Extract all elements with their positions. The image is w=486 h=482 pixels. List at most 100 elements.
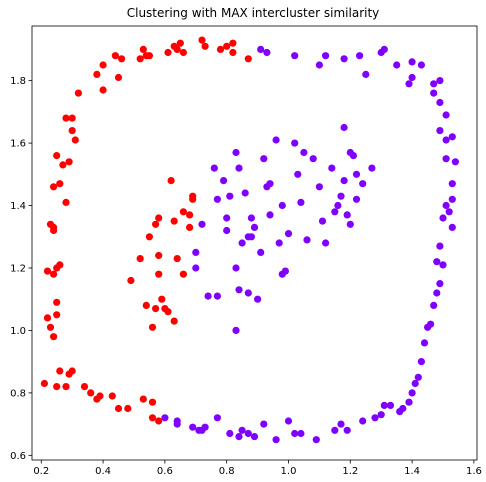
point-series-0 (155, 270, 163, 278)
point-series-1 (439, 261, 447, 269)
point-series-1 (405, 80, 413, 88)
point-series-1 (430, 89, 438, 97)
point-series-1 (430, 301, 438, 309)
point-series-1 (257, 45, 265, 54)
point-series-1 (189, 423, 197, 431)
y-tick-label: 1.4 (10, 201, 26, 212)
point-series-0 (127, 276, 135, 285)
point-series-1 (232, 264, 240, 272)
point-series-1 (451, 158, 459, 166)
point-series-0 (111, 52, 119, 60)
point-series-0 (198, 36, 206, 44)
point-series-0 (80, 383, 89, 391)
point-series-0 (43, 314, 52, 322)
point-series-0 (148, 398, 157, 406)
point-series-1 (294, 170, 302, 178)
point-series-1 (226, 429, 234, 438)
point-series-1 (266, 180, 274, 188)
point-series-0 (114, 73, 123, 82)
point-series-1 (433, 258, 441, 266)
point-series-1 (213, 195, 221, 203)
point-series-1 (192, 264, 200, 272)
point-series-0 (50, 270, 58, 278)
point-series-1 (213, 292, 221, 300)
point-series-0 (189, 192, 197, 200)
point-series-1 (420, 339, 429, 347)
point-series-0 (50, 183, 58, 191)
point-series-1 (213, 414, 221, 422)
point-series-1 (303, 236, 311, 244)
point-series-1 (220, 177, 228, 185)
point-series-0 (74, 89, 82, 97)
point-series-1 (281, 267, 289, 275)
point-series-0 (43, 267, 52, 275)
point-series-1 (312, 436, 320, 444)
point-series-1 (436, 280, 444, 288)
point-series-0 (229, 39, 237, 47)
point-series-1 (359, 417, 367, 425)
point-series-0 (164, 308, 172, 316)
point-series-0 (62, 114, 70, 122)
point-series-1 (247, 214, 255, 222)
point-series-0 (87, 389, 95, 397)
point-series-1 (235, 433, 243, 441)
point-series-0 (139, 395, 147, 403)
point-series-1 (436, 127, 444, 135)
point-series-0 (155, 214, 163, 222)
point-series-1 (328, 164, 336, 172)
point-series-1 (198, 220, 206, 228)
point-series-1 (260, 155, 268, 163)
point-series-1 (161, 414, 169, 422)
point-series-0 (186, 223, 194, 231)
point-series-1 (442, 155, 450, 163)
point-series-1 (386, 401, 395, 409)
point-series-0 (173, 255, 181, 263)
point-series-1 (436, 242, 444, 250)
point-series-1 (380, 45, 388, 54)
point-series-1 (352, 170, 361, 178)
point-series-0 (46, 323, 55, 331)
point-series-0 (148, 323, 157, 331)
point-series-1 (340, 55, 348, 63)
point-series-1 (448, 180, 456, 188)
point-series-0 (62, 383, 70, 391)
point-series-0 (59, 161, 67, 169)
point-series-1 (371, 414, 379, 422)
point-series-1 (232, 326, 240, 334)
point-series-0 (173, 45, 181, 54)
x-tick-label: 1.4 (404, 466, 420, 477)
point-series-1 (300, 148, 308, 157)
y-tick-label: 1.8 (10, 76, 26, 87)
point-series-1 (436, 98, 444, 107)
x-tick-label: 1.2 (342, 466, 358, 477)
point-series-1 (192, 248, 200, 256)
point-series-1 (272, 436, 280, 444)
point-series-1 (405, 398, 413, 406)
point-series-0 (56, 180, 64, 188)
point-series-0 (148, 414, 157, 422)
point-series-0 (53, 383, 61, 391)
point-series-1 (198, 426, 206, 434)
point-series-0 (56, 367, 64, 375)
point-series-1 (291, 52, 299, 60)
point-series-1 (343, 426, 351, 434)
point-series-1 (448, 195, 456, 203)
point-series-0 (145, 52, 153, 60)
point-series-0 (99, 61, 107, 69)
point-series-0 (118, 55, 126, 63)
point-series-0 (216, 45, 225, 54)
point-series-0 (179, 48, 187, 57)
point-series-1 (297, 429, 305, 438)
point-series-1 (226, 192, 234, 200)
point-series-0 (152, 220, 160, 228)
point-series-0 (71, 136, 79, 144)
point-series-0 (68, 114, 76, 122)
point-series-1 (315, 183, 323, 191)
point-series-1 (337, 192, 345, 200)
point-series-0 (186, 211, 194, 219)
point-series-1 (442, 111, 450, 119)
point-series-0 (96, 392, 104, 400)
point-series-1 (380, 401, 388, 409)
point-series-0 (99, 86, 107, 94)
